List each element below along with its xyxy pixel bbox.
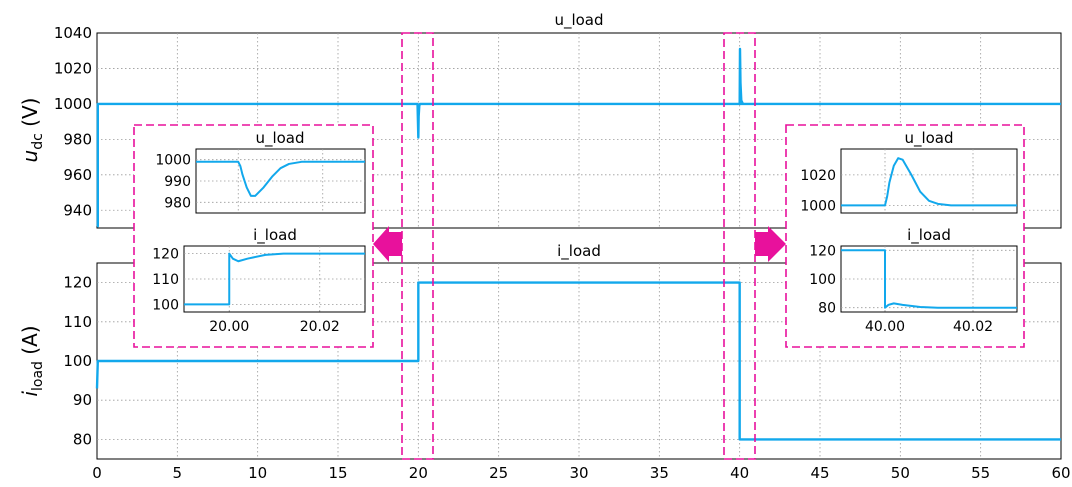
y-tick-label: 990 (164, 174, 191, 190)
x-tick-label: 20.00 (209, 319, 249, 335)
series-line (841, 249, 1017, 309)
y-tick-label: 110 (63, 313, 92, 331)
y-tick-label: 80 (73, 430, 92, 448)
inset-right-border (785, 124, 1025, 348)
y-tick-label: 90 (73, 391, 92, 409)
y-tick-label: 1020 (800, 168, 836, 184)
x-tick-label: 55 (971, 464, 990, 482)
y-tick-label: 1000 (800, 198, 836, 214)
inset-i-20-title: i_load (253, 226, 297, 245)
y-tick-label: 980 (164, 195, 191, 211)
inset-i-20-x-ticks: 20.00 20.02 (209, 319, 340, 335)
x-tick-label: 5 (173, 464, 183, 482)
x-tick-label: 35 (650, 464, 669, 482)
x-tick-label: 40.02 (953, 319, 993, 335)
x-tick-label: 40.00 (865, 319, 905, 335)
x-tick-label: 45 (810, 464, 829, 482)
inset-i-20-trace (184, 252, 365, 306)
udc-y-ticks: 940 960 980 1000 1020 1040 (54, 24, 92, 219)
y-tick-label: 940 (63, 201, 92, 219)
x-tick-label: 25 (489, 464, 508, 482)
series-line (738, 47, 744, 105)
x-tick-label: 40 (730, 464, 749, 482)
x-tick-label: 10 (248, 464, 267, 482)
series-line (95, 281, 1061, 441)
x-tick-label: 60 (1051, 464, 1070, 482)
inset-u-20-grid (196, 149, 365, 213)
udc-title: u_load (554, 11, 603, 30)
inset-u-40-y-ticks: 1000 1020 (800, 168, 836, 214)
y-tick-label: 980 (63, 130, 92, 148)
y-tick-label: 110 (152, 272, 179, 288)
udc-y-axis-label: udc (V) (18, 98, 46, 163)
y-tick-label: 100 (809, 272, 836, 288)
x-tick-label: 0 (92, 464, 102, 482)
inset-i-40-trace (841, 249, 1017, 309)
series-line (184, 252, 365, 306)
inset-i-40-panel: i_load 80 100 120 40.00 40.02 (809, 226, 1018, 335)
inset-i-40-title: i_load (907, 226, 951, 245)
series-line (96, 102, 1061, 228)
inset-i-20-y-ticks: 100 110 120 (152, 247, 179, 314)
inset-u-20-panel: u_load 980 990 1000 (155, 129, 366, 214)
inset-u-20-trace (196, 160, 365, 197)
iload-x-ticks: 0 5 10 15 20 25 30 35 40 45 50 55 60 (92, 464, 1070, 482)
udc-trace (96, 47, 1061, 228)
inset-i-20-panel: i_load 100 110 120 20.00 20.02 (152, 226, 366, 335)
left-pointing-arrow-icon (373, 226, 402, 262)
inset-i-40-x-ticks: 40.00 40.02 (865, 319, 993, 335)
y-tick-label: 100 (152, 297, 179, 313)
y-tick-label: 100 (63, 352, 92, 370)
iload-trace (95, 281, 1061, 441)
iload-title: i_load (557, 242, 601, 261)
inset-u-40-panel: u_load 1000 1020 (800, 129, 1018, 214)
inset-i-20-frame (183, 245, 366, 313)
y-tick-label: 960 (63, 166, 92, 184)
x-tick-label: 30 (569, 464, 588, 482)
y-tick-label: 1020 (54, 59, 92, 77)
y-tick-label: 1000 (54, 95, 92, 113)
inset-u-40-frame (840, 148, 1018, 214)
y-tick-label: 1000 (155, 153, 191, 169)
x-tick-label: 50 (891, 464, 910, 482)
series-line (196, 160, 365, 197)
x-tick-label: 20.02 (300, 319, 340, 335)
series-line (841, 157, 1017, 207)
inset-u-40-title: u_load (904, 129, 953, 148)
inset-i-40-y-ticks: 80 100 120 (809, 243, 836, 316)
inset-u-40-trace (841, 157, 1017, 207)
x-tick-label: 20 (409, 464, 428, 482)
y-tick-label: 80 (818, 301, 836, 317)
right-pointing-arrow-icon (755, 226, 786, 262)
inset-u-20-y-ticks: 980 990 1000 (155, 153, 191, 212)
y-tick-label: 120 (152, 247, 179, 263)
y-tick-label: 120 (63, 274, 92, 292)
y-tick-label: 120 (809, 243, 836, 259)
y-tick-label: 1040 (54, 24, 92, 42)
inset-u-20-title: u_load (255, 129, 304, 148)
x-tick-label: 15 (328, 464, 347, 482)
iload-y-axis-label: iload (A) (18, 325, 46, 396)
inset-left-border (133, 124, 374, 348)
iload-y-ticks: 80 90 100 110 120 (63, 274, 92, 449)
